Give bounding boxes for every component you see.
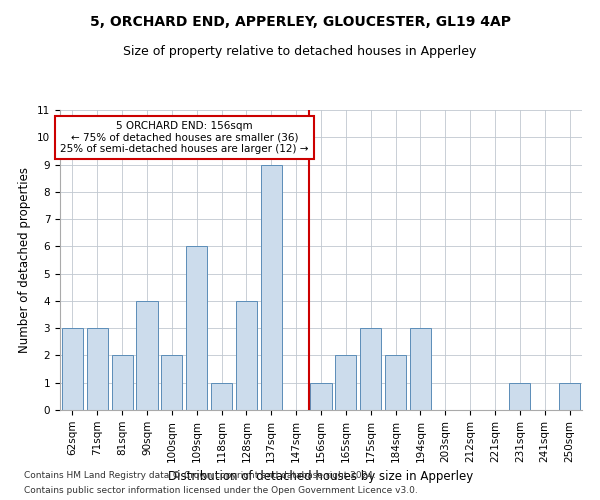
Bar	[310, 382, 332, 410]
Bar	[161, 356, 182, 410]
Bar	[559, 382, 580, 410]
Bar	[410, 328, 431, 410]
Bar	[136, 301, 158, 410]
Bar	[335, 356, 356, 410]
Text: Contains HM Land Registry data © Crown copyright and database right 2024.: Contains HM Land Registry data © Crown c…	[24, 471, 376, 480]
X-axis label: Distribution of detached houses by size in Apperley: Distribution of detached houses by size …	[169, 470, 473, 483]
Bar	[112, 356, 133, 410]
Bar	[261, 164, 282, 410]
Text: Contains public sector information licensed under the Open Government Licence v3: Contains public sector information licen…	[24, 486, 418, 495]
Bar	[509, 382, 530, 410]
Bar	[360, 328, 381, 410]
Bar	[385, 356, 406, 410]
Bar	[236, 301, 257, 410]
Bar	[211, 382, 232, 410]
Y-axis label: Number of detached properties: Number of detached properties	[19, 167, 31, 353]
Bar	[87, 328, 108, 410]
Bar	[186, 246, 207, 410]
Text: 5, ORCHARD END, APPERLEY, GLOUCESTER, GL19 4AP: 5, ORCHARD END, APPERLEY, GLOUCESTER, GL…	[89, 15, 511, 29]
Text: Size of property relative to detached houses in Apperley: Size of property relative to detached ho…	[124, 45, 476, 58]
Text: 5 ORCHARD END: 156sqm
← 75% of detached houses are smaller (36)
25% of semi-deta: 5 ORCHARD END: 156sqm ← 75% of detached …	[60, 121, 308, 154]
Bar	[62, 328, 83, 410]
